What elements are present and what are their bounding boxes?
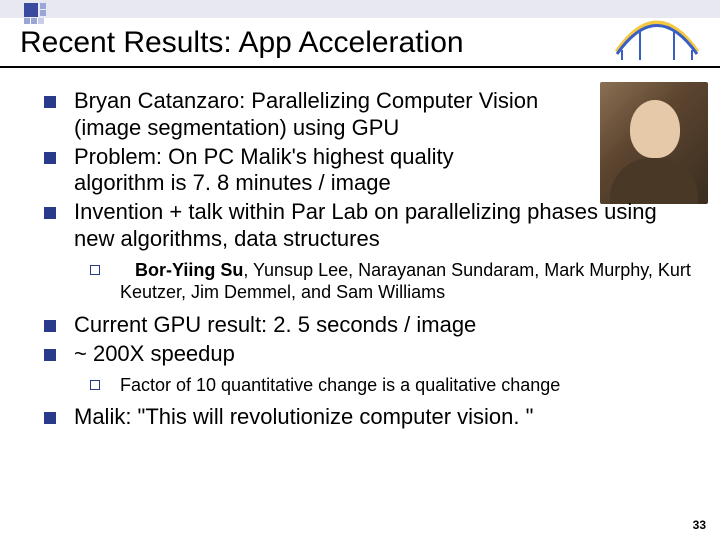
sub-bullet-item: Factor of 10 quantitative change is a qu… — [90, 374, 700, 397]
bullet-text: Current GPU result: 2. 5 seconds / image — [74, 312, 476, 339]
bullet-item: Invention + talk within Par Lab on paral… — [30, 199, 700, 253]
hollow-square-bullet-icon — [90, 380, 100, 390]
square-bullet-icon — [44, 96, 56, 108]
title-underline — [0, 66, 720, 68]
bullet-text: Problem: On PC Malik's highest quality a… — [74, 144, 534, 198]
square-bullet-icon — [44, 412, 56, 424]
square-bullet-icon — [44, 207, 56, 219]
sub-bullet-text: Bor-Yiing Su, Yunsup Lee, Narayanan Sund… — [120, 259, 700, 304]
bullet-text: Malik: "This will revolutionize computer… — [74, 404, 533, 431]
header-decoration — [24, 3, 68, 17]
bullet-item: Current GPU result: 2. 5 seconds / image — [30, 312, 700, 339]
slide-content: Bryan Catanzaro: Parallelizing Computer … — [30, 88, 700, 433]
square-bullet-icon — [44, 320, 56, 332]
bullet-item: Problem: On PC Malik's highest quality a… — [30, 144, 700, 198]
bridge-logo-icon — [612, 2, 702, 70]
sub-bullet-text: Factor of 10 quantitative change is a qu… — [120, 374, 560, 397]
square-bullet-icon — [44, 152, 56, 164]
bullet-text: Bryan Catanzaro: Parallelizing Computer … — [74, 88, 544, 142]
author-bold: Bor-Yiing Su — [135, 260, 243, 280]
bullet-item: Bryan Catanzaro: Parallelizing Computer … — [30, 88, 700, 142]
page-number: 33 — [693, 518, 706, 532]
sub-bullet-item: Bor-Yiing Su, Yunsup Lee, Narayanan Sund… — [90, 259, 700, 304]
bullet-text: Invention + talk within Par Lab on paral… — [74, 199, 700, 253]
hollow-square-bullet-icon — [90, 265, 100, 275]
bullet-text: ~ 200X speedup — [74, 341, 235, 368]
square-bullet-icon — [44, 349, 56, 361]
slide-title: Recent Results: App Acceleration — [20, 26, 464, 60]
bullet-item: ~ 200X speedup — [30, 341, 700, 368]
bullet-item: Malik: "This will revolutionize computer… — [30, 404, 700, 431]
